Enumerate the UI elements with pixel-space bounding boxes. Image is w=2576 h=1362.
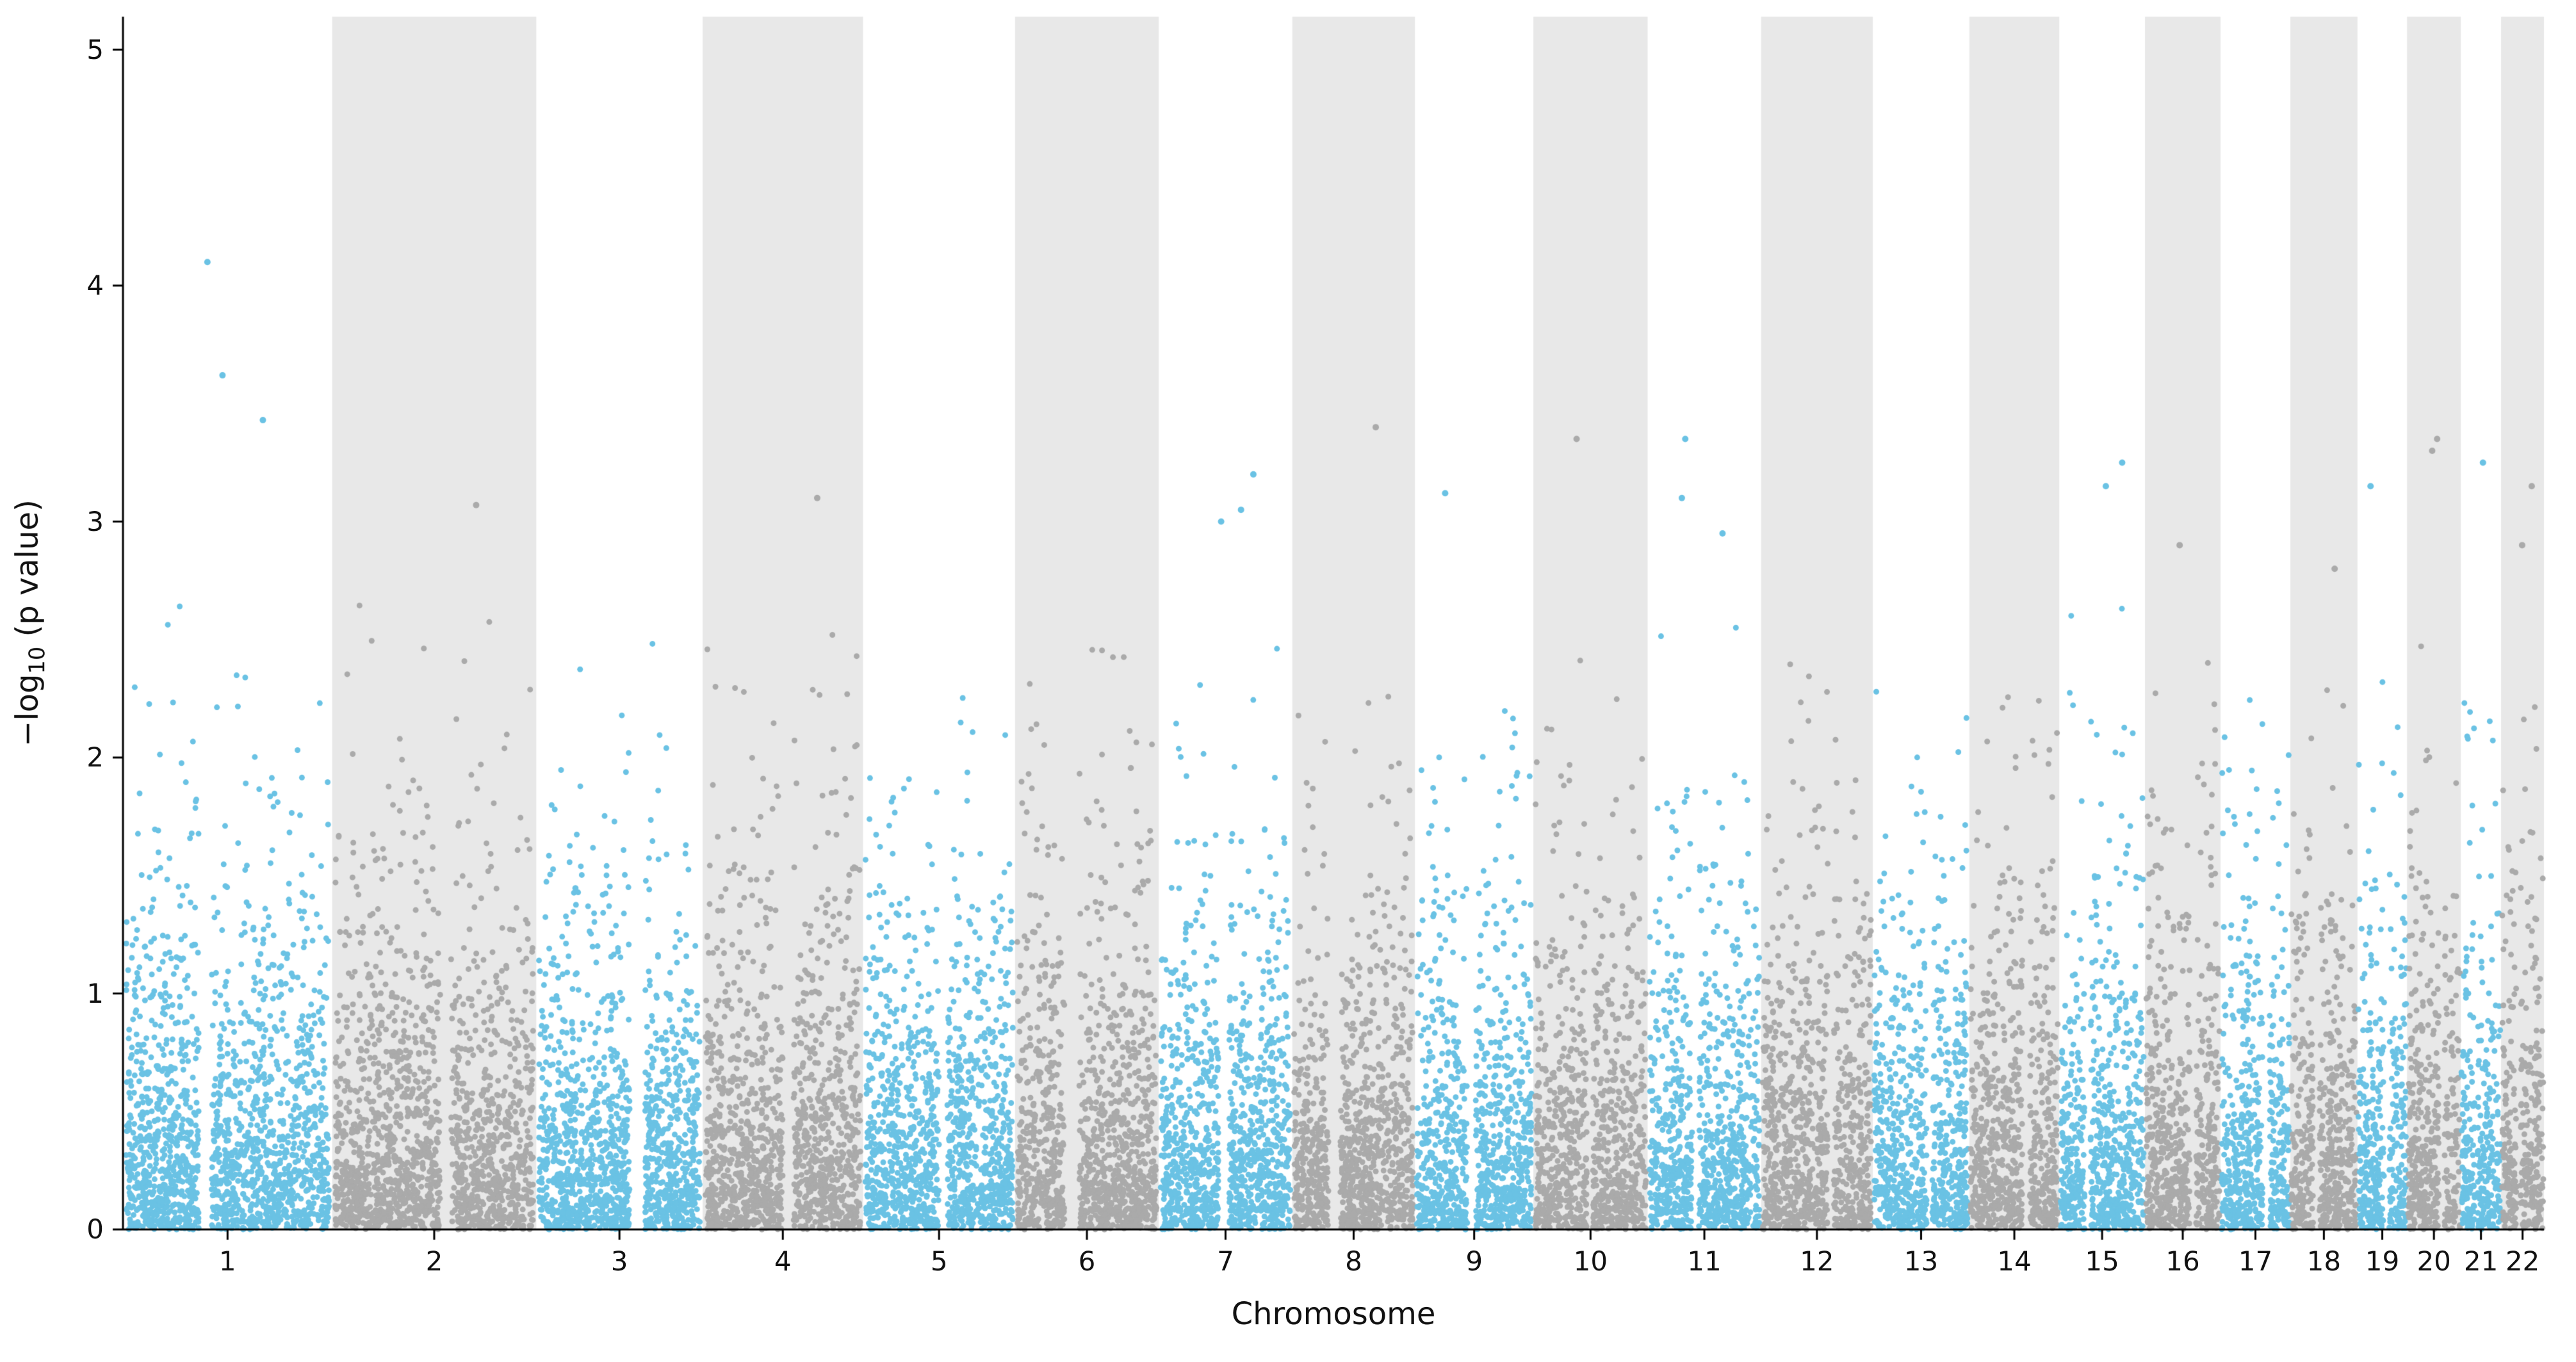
y-axis-label-prefix: −log xyxy=(9,674,45,747)
y-axis-label: −log10 (p value) xyxy=(10,499,50,747)
x-tick-label: 9 xyxy=(1465,1245,1483,1277)
x-tick-label: 15 xyxy=(2085,1245,2119,1277)
y-tick-label: 3 xyxy=(86,505,104,537)
y-tick-label: 2 xyxy=(86,742,104,774)
y-tick-label: 1 xyxy=(86,977,104,1009)
x-tick-label: 3 xyxy=(610,1245,628,1277)
x-tick-label: 4 xyxy=(774,1245,792,1277)
x-tick-label: 13 xyxy=(1903,1245,1939,1277)
x-tick-label: 21 xyxy=(2463,1245,2499,1277)
x-tick-label: 8 xyxy=(1345,1245,1362,1277)
x-tick-label: 5 xyxy=(930,1245,948,1277)
x-tick-label: 2 xyxy=(425,1245,443,1277)
x-tick-label: 14 xyxy=(1997,1245,2032,1277)
x-tick-label: 22 xyxy=(2505,1245,2540,1277)
x-tick-label: 18 xyxy=(2306,1245,2342,1277)
x-tick-label: 12 xyxy=(1800,1245,1834,1277)
x-axis-label: Chromosome xyxy=(1231,1296,1436,1332)
y-tick-label: 0 xyxy=(86,1213,104,1245)
y-tick-label: 4 xyxy=(86,270,104,302)
x-tick-label: 17 xyxy=(2238,1245,2273,1277)
y-tick-label: 5 xyxy=(86,33,104,65)
x-tick-label: 11 xyxy=(1687,1245,1722,1277)
x-tick-label: 16 xyxy=(2165,1245,2200,1277)
x-tick-label: 1 xyxy=(218,1245,236,1277)
x-tick-label: 10 xyxy=(1573,1245,1608,1277)
x-tick-label: 6 xyxy=(1078,1245,1096,1277)
x-tick-label: 7 xyxy=(1217,1245,1234,1277)
x-tick-label: 19 xyxy=(2365,1245,2400,1277)
y-axis-label-subscript: 10 xyxy=(24,646,50,674)
y-axis-label-suffix: (p value) xyxy=(9,499,45,647)
x-tick-label: 20 xyxy=(2417,1245,2451,1277)
